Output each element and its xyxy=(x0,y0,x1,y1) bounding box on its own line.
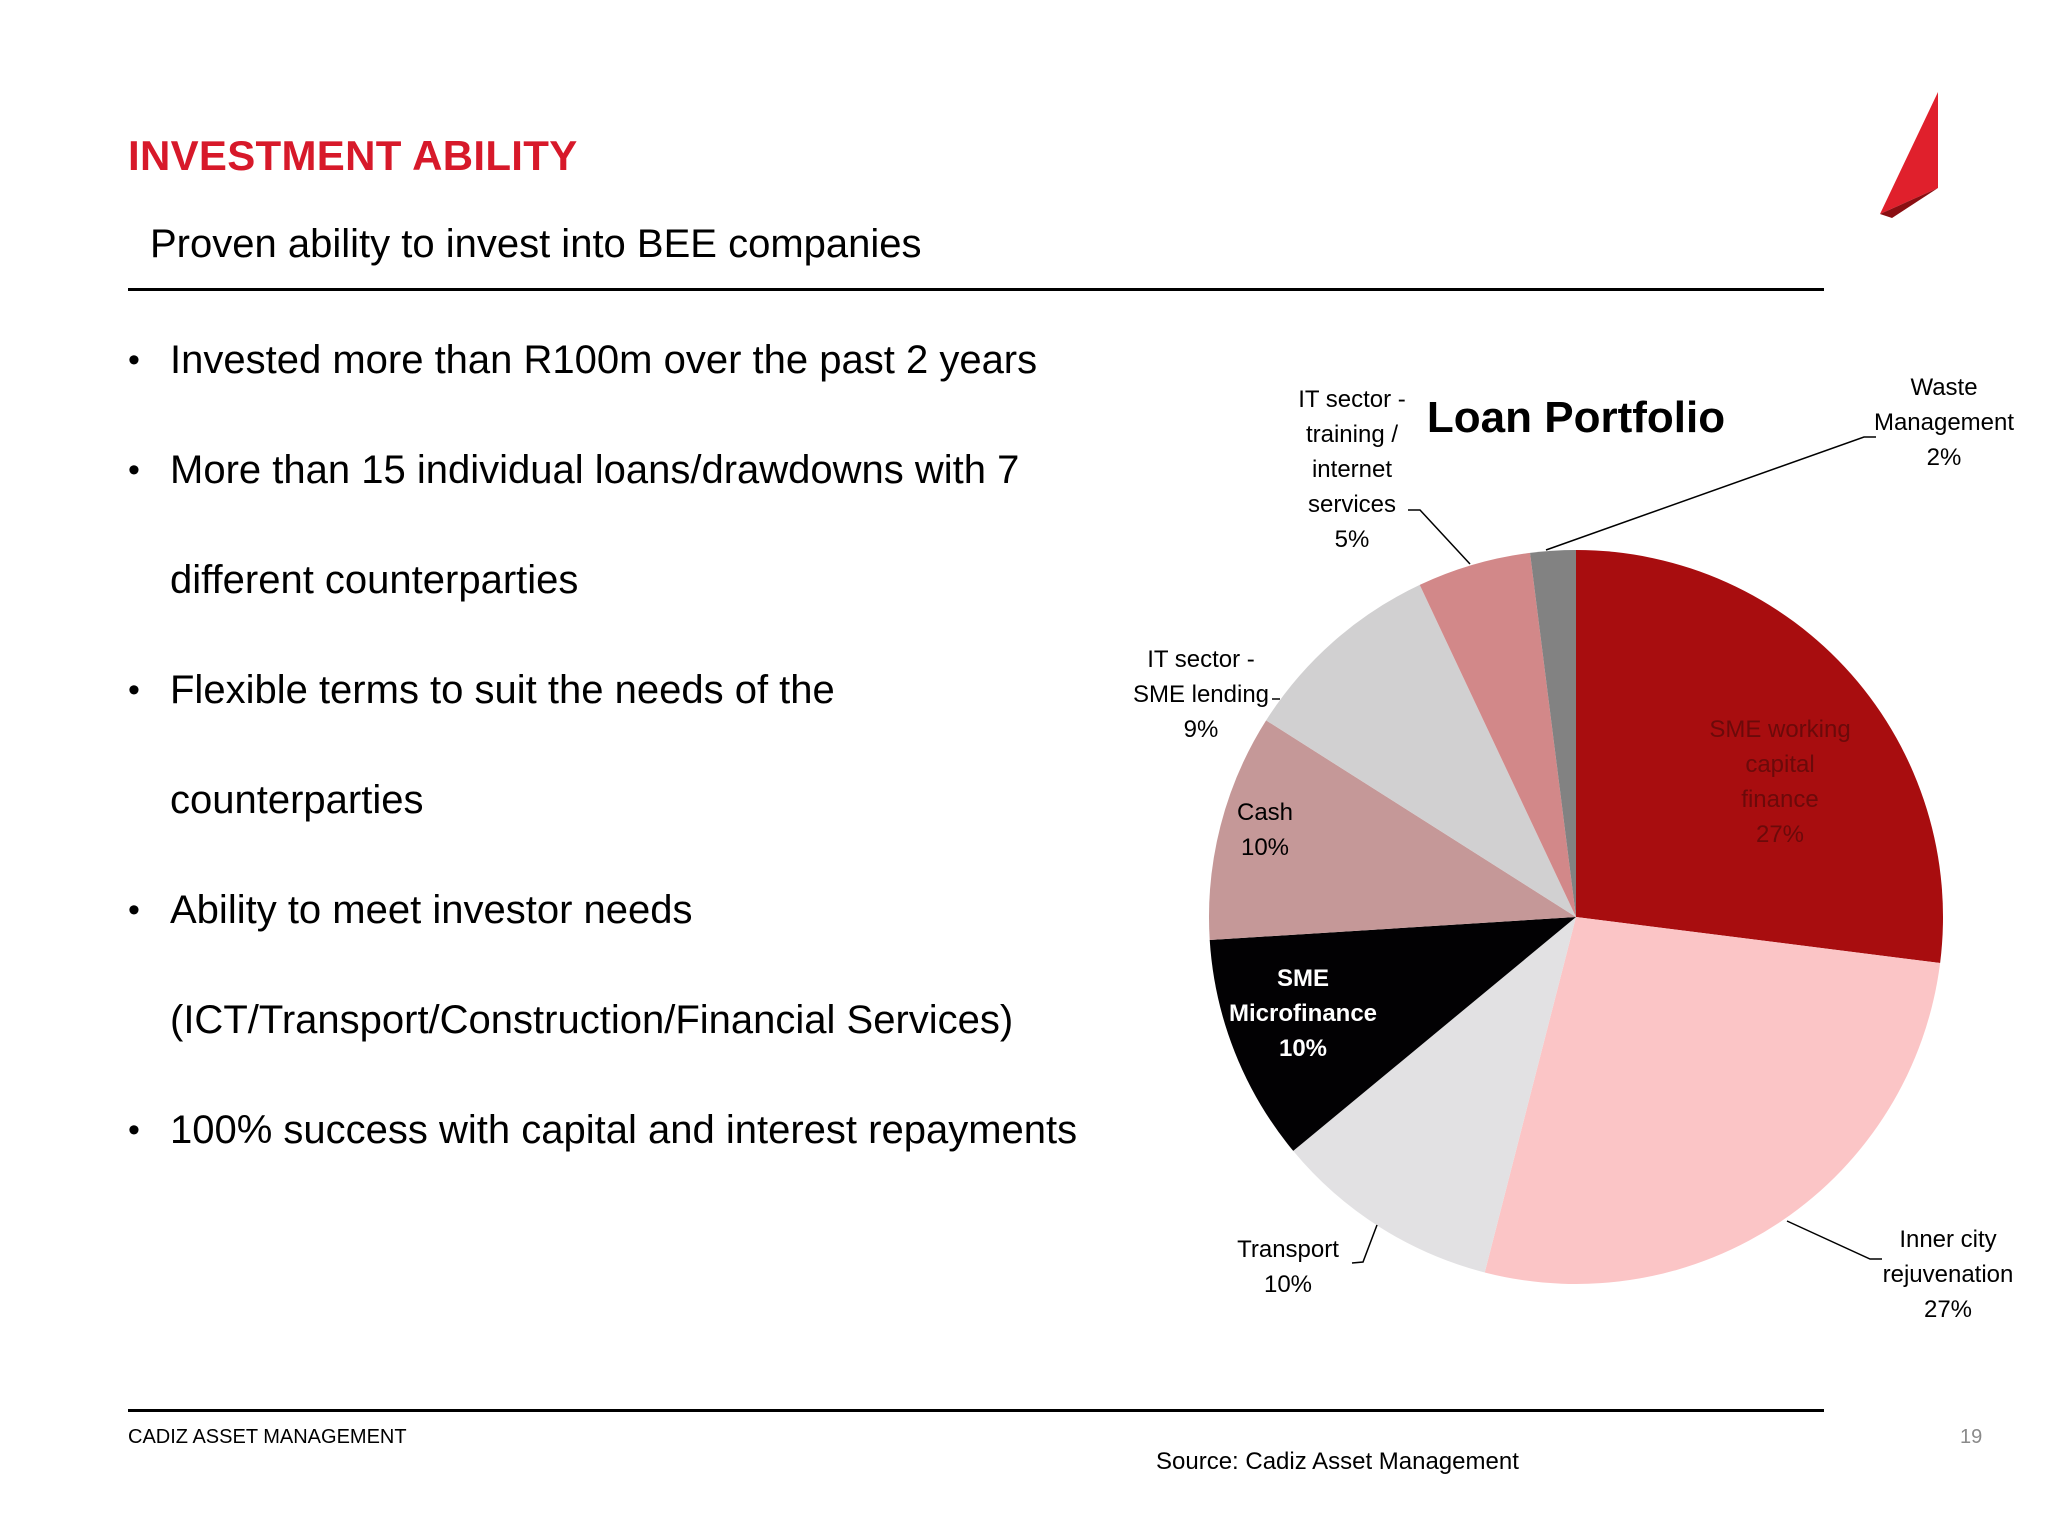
bullet-list: • Invested more than R100m over the past … xyxy=(128,305,1088,1185)
brand-logo-icon xyxy=(1880,92,1938,218)
chart-title: Loan Portfolio xyxy=(1427,393,1725,442)
bullet-glyph: • xyxy=(128,671,140,709)
pie-slice-transport xyxy=(1293,917,1576,1273)
bullet-item: • More than 15 individual loans/drawdowns… xyxy=(128,415,1088,635)
data-label: Waste Management 2% xyxy=(1874,374,2014,471)
bullet-text: Ability to meet investor needs (ICT/Tran… xyxy=(170,888,1014,1042)
bullet-item: • Invested more than R100m over the past … xyxy=(128,305,1088,415)
bullet-text: Flexible terms to suit the needs of the … xyxy=(170,668,835,822)
slide-subtitle: Proven ability to invest into BEE compan… xyxy=(150,222,922,266)
leader-line xyxy=(1408,509,1471,565)
leader-line xyxy=(1351,1224,1378,1264)
footer-company: CADIZ ASSET MANAGEMENT xyxy=(128,1426,407,1448)
bullet-text: 100% success with capital and interest r… xyxy=(170,1108,1078,1152)
bottom-divider xyxy=(128,1409,1824,1412)
bullet-item: • 100% success with capital and interest … xyxy=(128,1075,1088,1185)
loan-portfolio-pie-chart: Loan Portfolio SME working capital finance 2… xyxy=(1133,374,2014,1323)
slide-title: INVESTMENT ABILITY xyxy=(128,132,578,179)
bullet-glyph: • xyxy=(128,1111,140,1149)
top-divider xyxy=(128,288,1824,291)
page-number: 19 xyxy=(1960,1426,1983,1448)
data-label: IT sector -training / internet services 5% xyxy=(1298,386,1406,553)
chart-source: Source: Cadiz Asset Management xyxy=(1156,1448,1519,1475)
bullet-item: • Flexible terms to suit the needs of the… xyxy=(128,635,1088,855)
data-label: Cash 10% xyxy=(1237,799,1293,861)
data-label: IT sector -SME lending 9% xyxy=(1133,646,1269,743)
pie-slice-inner-city-rejuvenation xyxy=(1484,917,1941,1285)
data-label: Transport 10% xyxy=(1237,1236,1339,1298)
bullet-glyph: • xyxy=(128,891,140,929)
bullet-glyph: • xyxy=(128,451,140,489)
pie-slice-it-sector-sme-lending xyxy=(1266,584,1576,917)
data-label: SME Microfinance 10% xyxy=(1229,965,1377,1062)
pie-slice-cash xyxy=(1208,720,1576,941)
bullet-glyph: • xyxy=(128,341,140,379)
pie-slice-sme-working-capital-finance xyxy=(1576,550,1944,963)
bullet-text: More than 15 individual loans/drawdowns … xyxy=(170,448,1020,602)
data-label: SME working capital finance 27% xyxy=(1709,716,1850,848)
pie-slice-it-sector-training-internet-services xyxy=(1419,552,1576,917)
pie-slice-waste-management xyxy=(1530,550,1576,917)
pie-slice-sme-microfinance xyxy=(1209,917,1576,1151)
data-label: Inner city rejuvenation 27% xyxy=(1883,1226,2014,1323)
bullet-item: • Ability to meet investor needs (ICT/Tra… xyxy=(128,855,1088,1075)
leader-line xyxy=(1786,1220,1882,1260)
leader-line xyxy=(1545,436,1876,551)
bullet-text: Invested more than R100m over the past 2… xyxy=(170,338,1038,382)
